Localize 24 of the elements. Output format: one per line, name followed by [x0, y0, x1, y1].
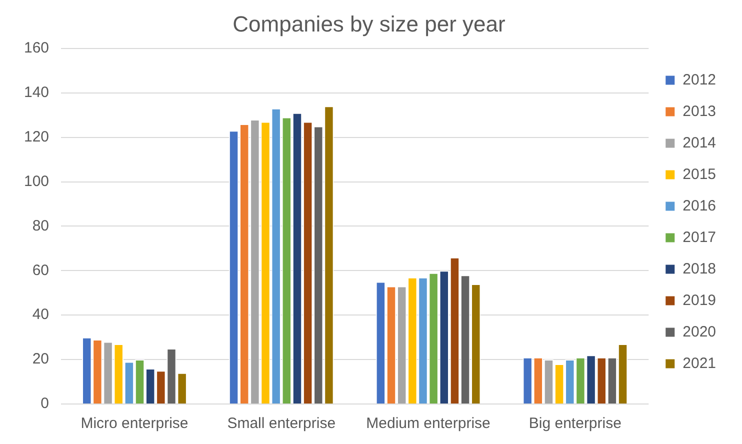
legend-label: 2018 [682, 260, 716, 278]
x-tick-label: Big enterprise [528, 415, 622, 432]
chart-title: Companies by size per year [232, 11, 506, 36]
legend-label: 2020 [682, 323, 716, 340]
x-tick-label: Micro enterprise [80, 415, 188, 432]
y-tick-label: 60 [32, 262, 50, 279]
y-tick-label: 0 [40, 395, 50, 412]
legend-label: 2016 [682, 197, 716, 214]
y-tick-label: 140 [24, 84, 50, 101]
legend-label: 2014 [682, 134, 716, 152]
legend-label: 2012 [682, 71, 716, 88]
y-tick-label: 100 [24, 172, 50, 190]
x-tick-label: Medium enterprise [366, 415, 490, 432]
legend-label: 2015 [682, 166, 716, 183]
x-tick-label: Small enterprise [227, 415, 336, 432]
legend-label: 2013 [682, 102, 716, 120]
y-tick-label: 20 [32, 350, 50, 368]
legend-label: 2017 [682, 228, 716, 246]
y-tick-label: 80 [32, 217, 50, 234]
legend-label: 2021 [682, 354, 716, 372]
y-tick-label: 160 [24, 40, 50, 57]
y-tick-label: 40 [32, 306, 50, 324]
legend-label: 2019 [682, 292, 716, 309]
y-tick-label: 120 [24, 128, 50, 146]
